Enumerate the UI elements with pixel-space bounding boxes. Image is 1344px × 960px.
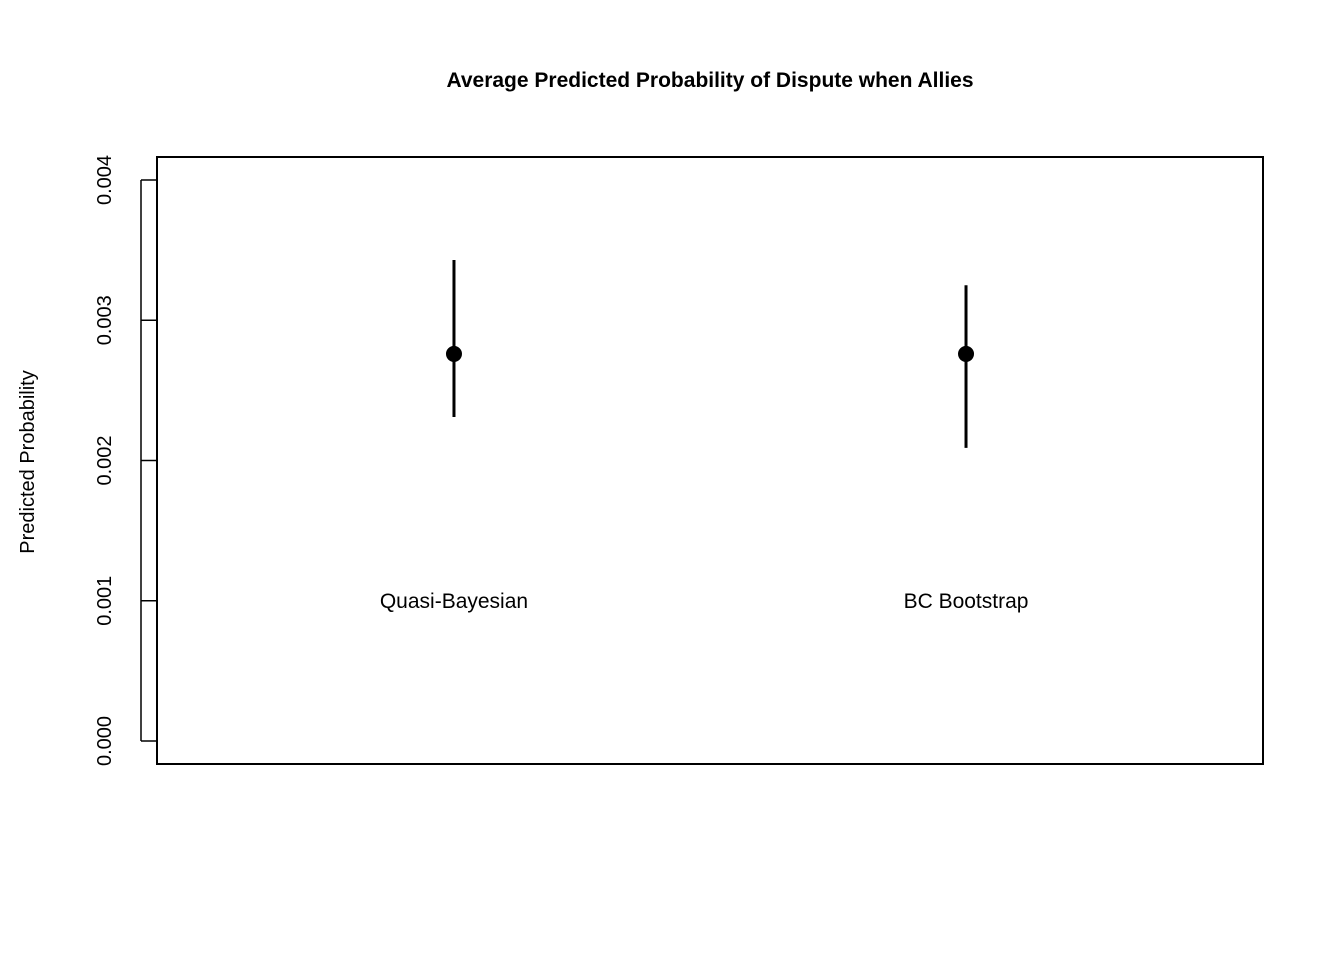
y-tick-label: 0.004 <box>94 155 116 205</box>
data-point <box>445 345 462 362</box>
y-axis-label: Predicted Probability <box>17 370 39 553</box>
y-axis: 0.000 0.001 0.002 0.003 0.004 <box>94 155 157 766</box>
plot-frame <box>156 156 1264 765</box>
chart-title: Average Predicted Probability of Dispute… <box>446 69 973 92</box>
category-labels: Quasi-Bayesian BC Bootstrap <box>380 590 1029 613</box>
data-marks <box>445 259 975 448</box>
y-tick-label: 0.001 <box>94 576 116 626</box>
category-label: Quasi-Bayesian <box>380 590 528 613</box>
y-tick-label: 0.002 <box>94 435 116 485</box>
category-label: BC Bootstrap <box>904 590 1029 613</box>
y-tick-label: 0.003 <box>94 295 116 345</box>
y-tick-label: 0.000 <box>94 716 116 766</box>
data-point <box>958 345 975 362</box>
